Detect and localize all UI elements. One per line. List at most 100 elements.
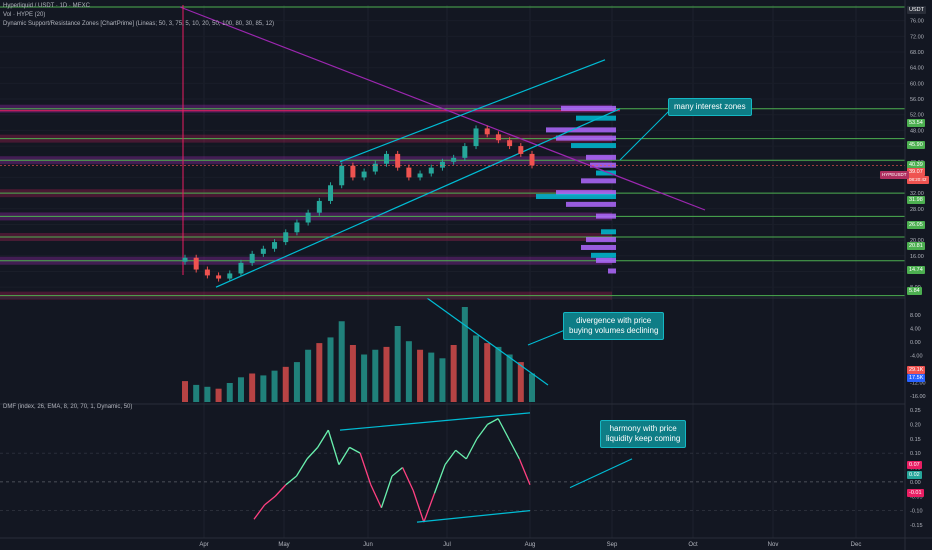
- dmf-line-segment: [465, 438, 478, 460]
- volume-profile-bar: [581, 244, 616, 250]
- x-tick-label: Jun: [363, 542, 373, 548]
- volume-bar: [293, 362, 300, 402]
- volume-bars: [182, 297, 549, 402]
- candle-body: [383, 153, 389, 164]
- callout-text: divergence with price: [576, 316, 652, 325]
- volume-profile-bar: [566, 201, 616, 207]
- y-tick-label: -0.10: [910, 509, 923, 515]
- zone-label: 5.84: [907, 287, 922, 295]
- candle-body: [406, 167, 412, 178]
- x-tick-label: Jul: [443, 542, 451, 548]
- dmf-line-segment: [391, 466, 404, 477]
- callout-pointer: [619, 109, 671, 161]
- volume-bar: [271, 370, 278, 402]
- dmf-label: 0.07: [907, 461, 922, 469]
- currency-label[interactable]: USDT: [907, 6, 926, 14]
- volume-profile-bar: [561, 105, 616, 111]
- volume-bar: [383, 346, 390, 402]
- zone-label: 26.05: [907, 221, 925, 229]
- x-tick-label: Sep: [607, 542, 618, 548]
- x-tick-label: Dec: [851, 542, 862, 548]
- volume-bar: [361, 354, 368, 402]
- volume-divergence-line: [426, 297, 549, 386]
- volume-bar: [226, 383, 233, 402]
- volume-bar: [394, 326, 401, 402]
- candle-body: [328, 185, 334, 201]
- candle-body: [294, 222, 300, 233]
- volume-bar: [282, 366, 289, 402]
- callout-dmf-harmony: harmony with price liquidity keep coming: [600, 420, 687, 448]
- symbol-label: HYPEUSDT: [880, 171, 909, 179]
- candle-body: [227, 273, 233, 279]
- volume-label: 29.1K: [907, 366, 926, 374]
- volume-profile-bar: [556, 190, 616, 196]
- volume-profile-bar: [608, 268, 616, 274]
- dmf-line-segment: [359, 452, 372, 485]
- downtrend-line: [179, 6, 706, 211]
- volume-profile-bar: [601, 229, 616, 235]
- volume-bar: [517, 362, 524, 402]
- volume-profile-bar: [586, 237, 616, 243]
- y-tick-label: 68.00: [910, 50, 924, 56]
- dmf-line-segment: [508, 438, 520, 460]
- dmf-line-segment: [423, 493, 436, 523]
- dmf-line-segment: [412, 490, 425, 523]
- candle-body: [372, 163, 378, 172]
- y-tick-label: 76.00: [910, 19, 924, 25]
- dmf-line-segment: [306, 446, 319, 460]
- y-tick-label: -0.05: [910, 494, 923, 500]
- zone-label: 40.39: [907, 161, 925, 169]
- volume-profile-bar: [596, 213, 616, 219]
- dmf-line-segment: [497, 418, 510, 440]
- volume-bar: [450, 345, 457, 402]
- dmf-line-segment: [487, 418, 499, 425]
- y-tick-label: 16.00: [910, 254, 924, 260]
- volume-bar: [338, 321, 345, 402]
- y-tick-label: -0.15: [910, 523, 923, 529]
- x-tick-label: May: [278, 542, 289, 548]
- y-tick-label: 56.00: [910, 97, 924, 103]
- volume-bar: [237, 377, 244, 402]
- volume-bar: [349, 345, 356, 402]
- volume-bar: [372, 349, 379, 402]
- volume-indicator-label: Vol · HYPE (20): [3, 12, 46, 18]
- dmf-indicator: [0, 412, 905, 523]
- candle-body: [216, 275, 222, 279]
- volume-bar: [215, 388, 222, 402]
- volume-bar: [506, 354, 513, 402]
- callout-volume-divergence: divergence with price buying volumes decl…: [563, 312, 665, 340]
- y-tick-label: 0.25: [910, 408, 921, 414]
- candle-body: [182, 257, 188, 262]
- zone-label: 20.81: [907, 242, 925, 250]
- zone-label: 31.98: [907, 196, 925, 204]
- dmf-line-segment: [338, 447, 351, 465]
- dmf-upper-trendline: [339, 412, 531, 431]
- volume-bar: [249, 373, 256, 402]
- volume-profile-bar: [590, 162, 616, 168]
- y-tick-label: 8.00: [910, 313, 921, 319]
- candle-body: [361, 171, 367, 178]
- candle-body: [529, 153, 535, 166]
- volume-bar: [428, 352, 435, 402]
- candle-body: [451, 157, 457, 162]
- y-tick-label: 0.00: [910, 340, 921, 346]
- callout-text: buying volumes declining: [569, 326, 659, 335]
- zones-indicator-label: Dynamic Support/Resistance Zones [ChartP…: [3, 21, 275, 27]
- x-tick-label: Nov: [768, 542, 779, 548]
- y-tick-label: 60.00: [910, 81, 924, 87]
- volume-profile-bar: [576, 115, 616, 121]
- zone-label: 45.90: [907, 141, 925, 149]
- dmf-lower-trendline: [416, 510, 531, 523]
- dmf-line-segment: [444, 449, 457, 466]
- dmf-callout-arrow: [569, 458, 633, 489]
- candle-body: [339, 165, 345, 186]
- dmf-line-segment: [349, 446, 361, 454]
- volume-bar: [529, 373, 535, 402]
- dmf-indicator-label: DMF (index, 26, EMA, 8, 20, 70, 1, Dynam…: [3, 404, 133, 410]
- y-tick-label: 0.00: [910, 480, 921, 486]
- volume-bar: [473, 335, 480, 402]
- volume-bar: [305, 349, 312, 402]
- dmf-line-segment: [380, 475, 393, 508]
- volume-bar: [484, 343, 491, 402]
